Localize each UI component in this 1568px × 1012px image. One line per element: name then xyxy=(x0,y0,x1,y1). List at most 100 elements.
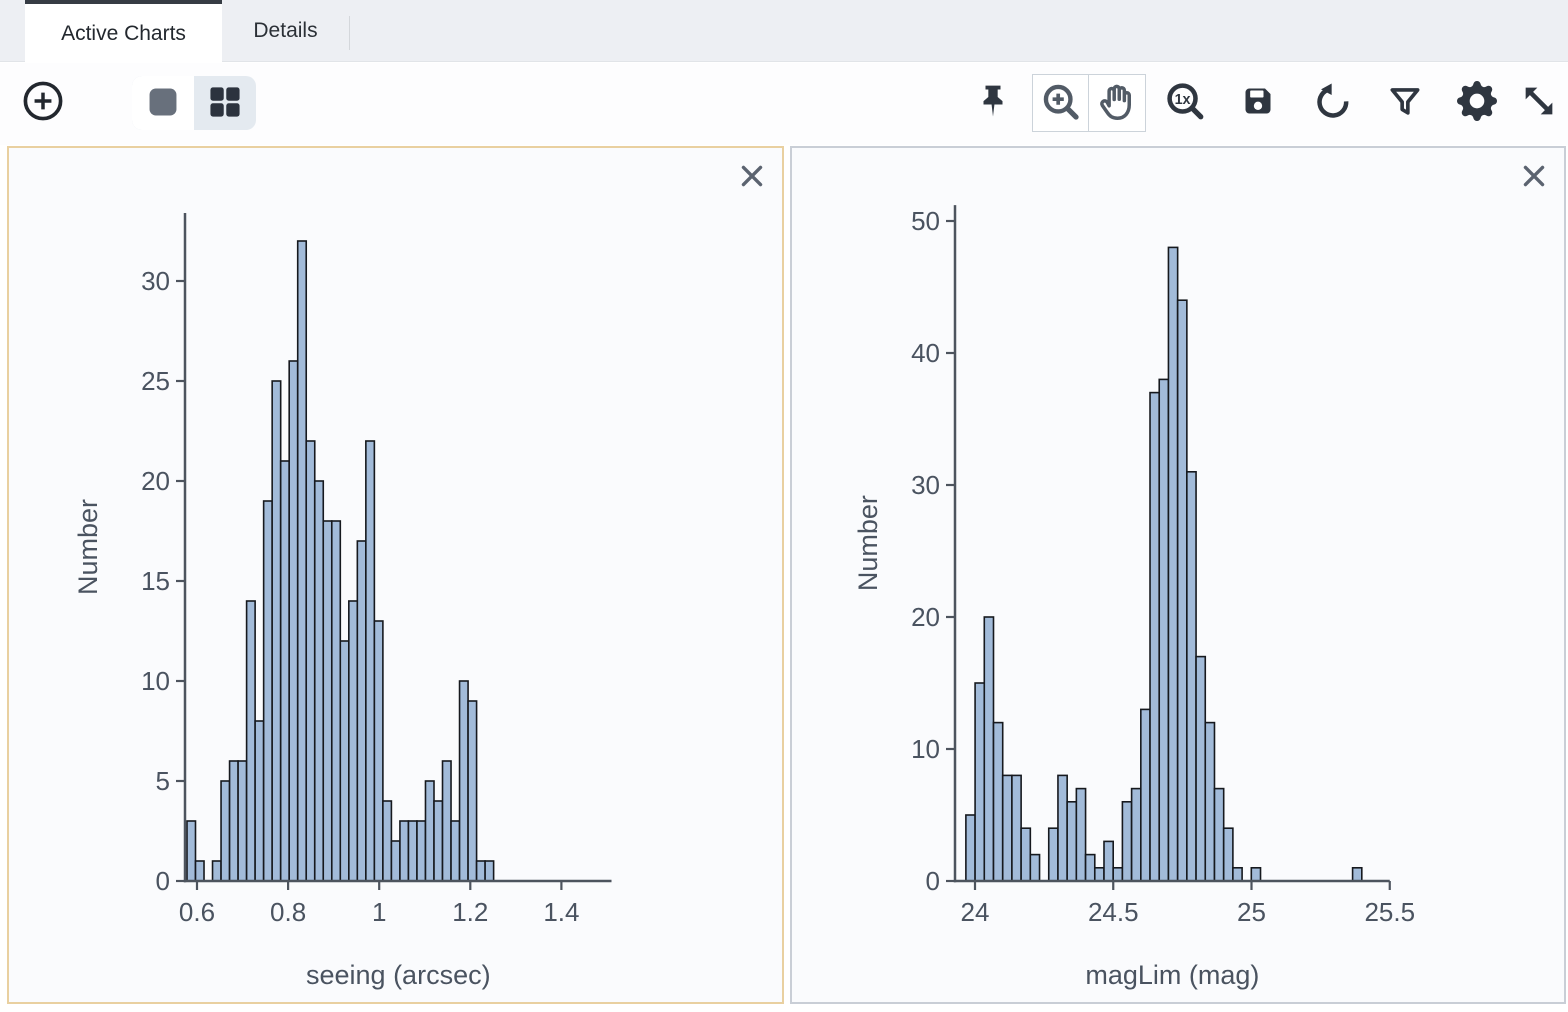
histogram-bar[interactable] xyxy=(194,860,205,882)
histogram-bar[interactable] xyxy=(305,440,316,882)
add-chart-button[interactable] xyxy=(20,79,66,125)
histogram-bar[interactable] xyxy=(1057,774,1068,882)
histogram-bar[interactable] xyxy=(475,860,486,882)
histogram-bar[interactable] xyxy=(974,682,986,882)
histogram-bar[interactable] xyxy=(237,760,248,882)
pin-chart-button[interactable] xyxy=(970,79,1016,125)
zoom-mode-button[interactable] xyxy=(1032,74,1089,132)
histogram-bar[interactable] xyxy=(296,240,308,882)
histogram-bar[interactable] xyxy=(1020,827,1032,882)
histogram-bar[interactable] xyxy=(1250,866,1262,882)
y-tick-label: 10 xyxy=(911,734,940,764)
histogram-bar[interactable] xyxy=(458,680,469,882)
histogram-bar[interactable] xyxy=(390,840,401,882)
x-tick-label: 24.5 xyxy=(1088,897,1139,927)
histogram-bar[interactable] xyxy=(1232,866,1243,882)
chart-panel-seeing[interactable]: 0 5 10 15 20 25 30 0.6 0.8 1 1.2 1.4 Number seeing (a… xyxy=(7,146,784,1004)
histogram-bar[interactable] xyxy=(1112,866,1124,882)
histogram-bar[interactable] xyxy=(1121,800,1133,882)
zoom-reset-button[interactable]: 1x xyxy=(1162,79,1208,125)
histogram-bar[interactable] xyxy=(365,440,376,882)
histogram-bar[interactable] xyxy=(313,480,325,882)
histogram-bar[interactable] xyxy=(1213,787,1225,882)
x-axis-title: magLim (mag) xyxy=(1085,960,1259,990)
histogram-bar[interactable] xyxy=(450,820,461,882)
histogram-bar[interactable] xyxy=(433,800,444,882)
pan-mode-button[interactable] xyxy=(1089,74,1146,132)
histogram-bar[interactable] xyxy=(467,700,478,882)
histogram-bar[interactable] xyxy=(399,820,410,882)
close-icon xyxy=(736,165,768,195)
histogram-bar[interactable] xyxy=(348,600,359,882)
histogram-bar[interactable] xyxy=(288,360,299,882)
histogram-bar[interactable] xyxy=(1149,391,1161,882)
histogram-bar[interactable] xyxy=(330,520,342,882)
x-tick-label: 1 xyxy=(372,897,386,927)
histogram-bar[interactable] xyxy=(254,720,265,882)
histogram-bar[interactable] xyxy=(339,640,350,882)
histogram-bar[interactable] xyxy=(186,820,197,882)
tab-active-charts-label: Active Charts xyxy=(61,21,186,45)
zoom-pan-toggle xyxy=(1032,74,1146,132)
histogram-bar[interactable] xyxy=(992,721,1004,882)
histogram-bar[interactable] xyxy=(1011,774,1022,882)
tab-details[interactable]: Details xyxy=(222,0,349,62)
histogram-bar[interactable] xyxy=(1130,787,1142,882)
filter-chart-button[interactable] xyxy=(1382,79,1428,125)
histogram-bar[interactable] xyxy=(1158,378,1170,882)
histogram-bar[interactable] xyxy=(484,860,495,882)
close-chart-button[interactable] xyxy=(736,160,768,192)
histogram-bar[interactable] xyxy=(983,616,995,882)
histogram-bar[interactable] xyxy=(1140,708,1151,882)
y-tick-label: 0 xyxy=(926,866,940,896)
grid-view-button[interactable] xyxy=(194,76,256,130)
histogram-bar[interactable] xyxy=(220,780,231,882)
tab-active-charts[interactable]: Active Charts xyxy=(25,0,222,63)
single-view-button[interactable] xyxy=(132,76,194,130)
histogram-bar[interactable] xyxy=(441,760,452,882)
restore-chart-button[interactable] xyxy=(1310,79,1356,125)
histogram-bar[interactable] xyxy=(382,800,393,882)
histogram-bar[interactable] xyxy=(1195,655,1207,882)
histogram-bar[interactable] xyxy=(1001,774,1013,882)
tab-bar: Active Charts Details xyxy=(0,0,1568,63)
histogram-bar[interactable] xyxy=(356,540,367,882)
histogram-bar[interactable] xyxy=(245,600,256,882)
histogram-bar[interactable] xyxy=(407,820,418,882)
histogram-bar[interactable] xyxy=(211,860,222,882)
histogram-bar[interactable] xyxy=(1351,866,1363,882)
histogram-bar[interactable] xyxy=(322,520,333,882)
histogram-bar[interactable] xyxy=(1075,787,1087,882)
histogram-bar[interactable] xyxy=(1084,853,1096,882)
histogram-bar[interactable] xyxy=(1204,721,1216,882)
histogram-bar[interactable] xyxy=(1103,840,1114,882)
histogram-bar[interactable] xyxy=(1167,246,1179,882)
histogram-bar[interactable] xyxy=(1029,853,1041,882)
histogram-bar[interactable] xyxy=(1093,866,1105,882)
histogram-bar[interactable] xyxy=(1066,800,1078,882)
magnifier-1x-icon: 1x xyxy=(1164,80,1206,125)
histogram-bar[interactable] xyxy=(1047,827,1059,882)
histogram-bar[interactable] xyxy=(1176,299,1188,882)
y-axis-title: Number xyxy=(73,499,103,595)
chart-settings-button[interactable] xyxy=(1454,79,1500,125)
histogram-bar[interactable] xyxy=(416,820,427,882)
close-chart-button[interactable] xyxy=(1518,160,1550,192)
histogram-bar[interactable] xyxy=(271,380,282,882)
floppy-disk-icon xyxy=(1238,81,1278,124)
histogram-bar[interactable] xyxy=(228,760,239,882)
histogram-bar[interactable] xyxy=(373,620,384,882)
tab-divider xyxy=(349,16,350,50)
histogram-bar[interactable] xyxy=(965,814,976,882)
histogram-bar[interactable] xyxy=(1222,827,1234,882)
expand-chart-button[interactable] xyxy=(1516,79,1562,125)
y-tick-label: 40 xyxy=(911,338,940,368)
chart-panel-maglim[interactable]: 0 10 20 30 40 50 24 24.5 25 25.5 Number magLim (mag… xyxy=(790,146,1566,1004)
histogram-bar[interactable] xyxy=(424,780,435,882)
save-chart-button[interactable] xyxy=(1235,79,1281,125)
histogram-bar[interactable] xyxy=(262,500,273,882)
histogram-bar[interactable] xyxy=(1186,470,1197,882)
histogram-bar[interactable] xyxy=(279,460,290,882)
grid-2x2-icon xyxy=(206,83,244,124)
y-tick-label: 20 xyxy=(911,602,940,632)
